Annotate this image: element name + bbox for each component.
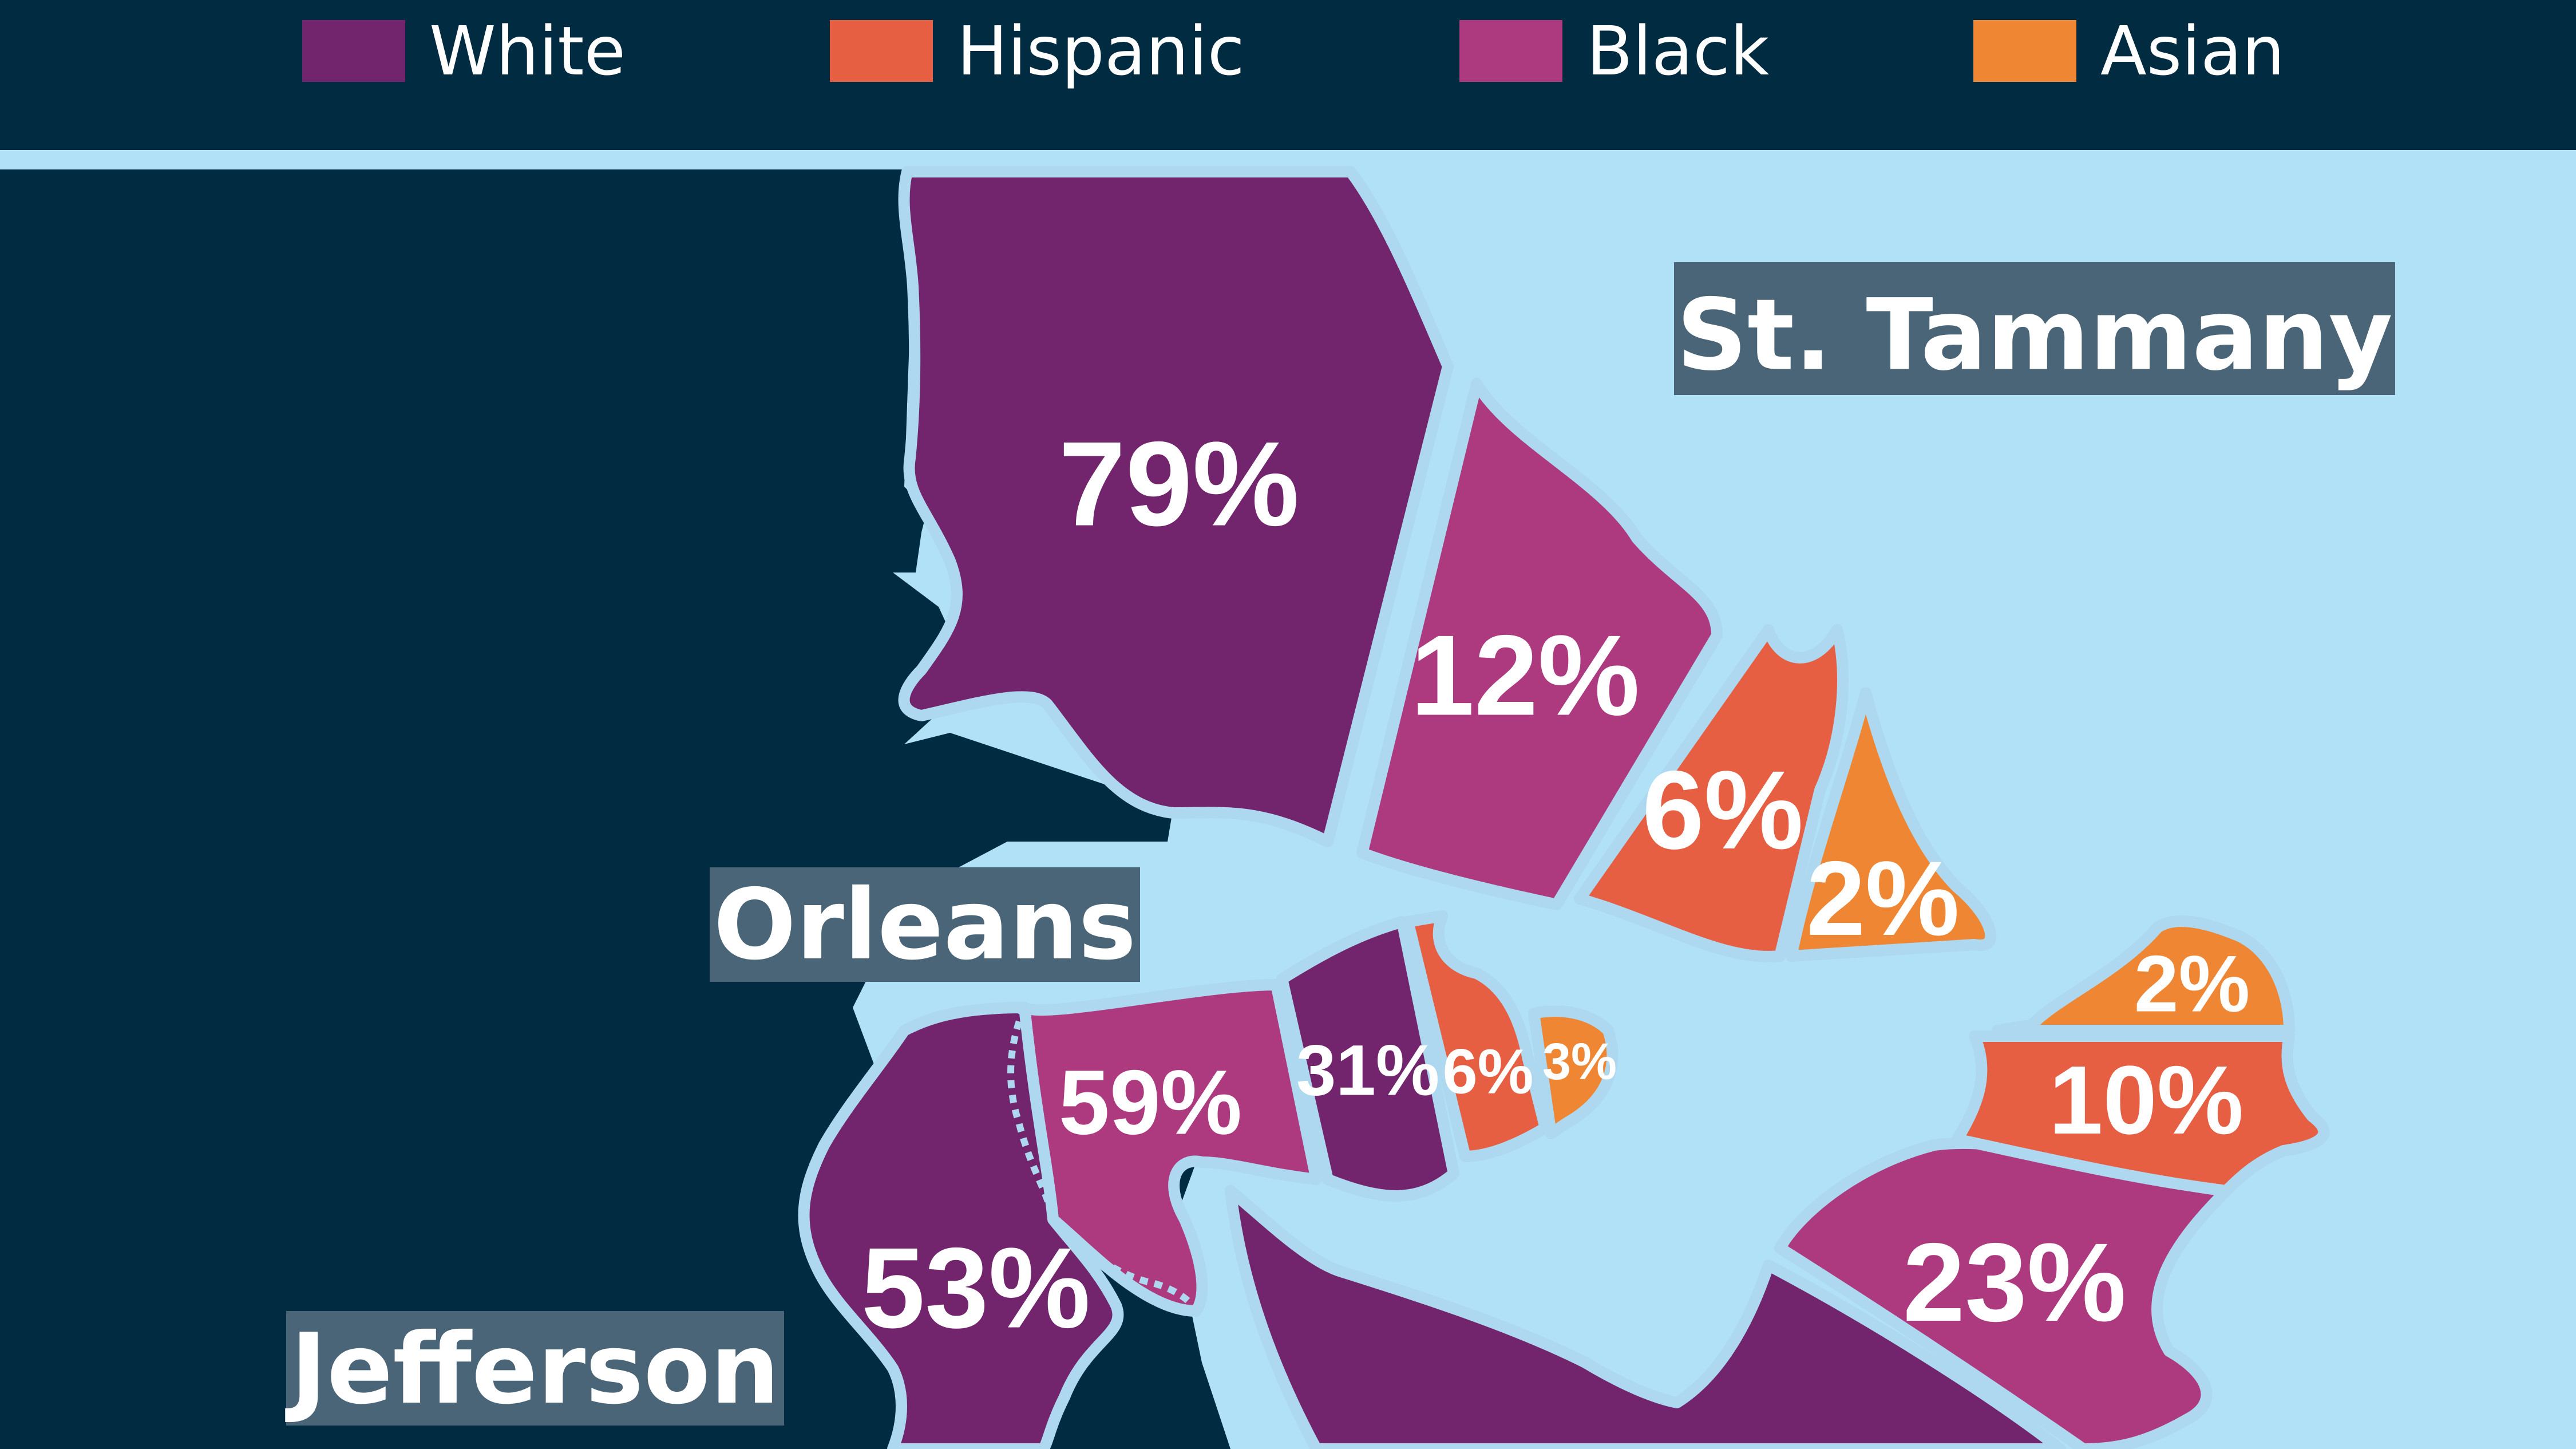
jefferson-black-pct: 23%	[1903, 1220, 2126, 1345]
st-tammany-hispanic-pct: 6%	[1642, 748, 1803, 872]
st-tammany-white-pct: 79%	[1059, 417, 1299, 551]
jefferson-hispanic-pct: 10%	[2049, 1046, 2243, 1155]
jefferson-east-white-region	[1225, 1185, 2066, 1449]
st-tammany-white-region	[898, 166, 1454, 847]
orleans-group	[1019, 910, 1619, 1317]
jefferson-white-pct: 53%	[861, 1225, 1090, 1352]
jefferson-group	[798, 915, 2330, 1449]
jefferson-asian-pct: 2%	[2134, 939, 2250, 1029]
st-tammany-label-box	[1674, 262, 2395, 395]
orleans-hispanic-pct: 6%	[1443, 1037, 1534, 1107]
orleans-black-pct: 59%	[1059, 1051, 1242, 1154]
st-tammany-label: St. Tammany	[1676, 278, 2393, 393]
orleans-asian-region	[1528, 1005, 1619, 1139]
orleans-hispanic-region	[1402, 910, 1551, 1162]
orleans-white-pct: 31%	[1296, 1031, 1439, 1111]
st-tammany-asian-pct: 2%	[1806, 840, 1959, 958]
legend-label-asian: Asian	[2100, 11, 2285, 90]
jefferson-black-region	[1774, 1137, 2232, 1449]
orleans-asian-pct: 3%	[1542, 1033, 1617, 1091]
st-tammany-black-pct: 12%	[1411, 612, 1640, 740]
jefferson-label-box	[286, 1311, 784, 1426]
jefferson-label: Jefferson	[285, 1313, 779, 1426]
st-tammany-group	[898, 166, 1997, 962]
legend-swatch-asian	[1973, 20, 2076, 82]
orleans-white-region	[1276, 916, 1459, 1202]
st-tammany-black-region	[1356, 378, 1723, 910]
legend: White Hispanic Black Asian	[302, 11, 2285, 90]
st-tammany-asian-region	[1786, 687, 1997, 962]
st-tammany-hispanic-region	[1574, 624, 1849, 962]
orleans-label-box	[710, 867, 1140, 982]
legend-swatch-hispanic	[830, 20, 933, 82]
jefferson-west-white-region	[798, 1002, 1124, 1449]
jefferson-hispanic-region	[1952, 1031, 2330, 1197]
orleans-label: Orleans	[714, 868, 1137, 982]
jefferson-asian-region	[1992, 915, 2295, 1036]
legend-swatch-black	[1459, 20, 1562, 82]
legend-label-black: Black	[1586, 11, 1769, 90]
orleans-jefferson-boundary	[1007, 1006, 1200, 1313]
legend-label-hispanic: Hispanic	[957, 11, 1245, 90]
legend-swatch-white	[302, 20, 405, 82]
legend-label-white: White	[429, 11, 626, 90]
